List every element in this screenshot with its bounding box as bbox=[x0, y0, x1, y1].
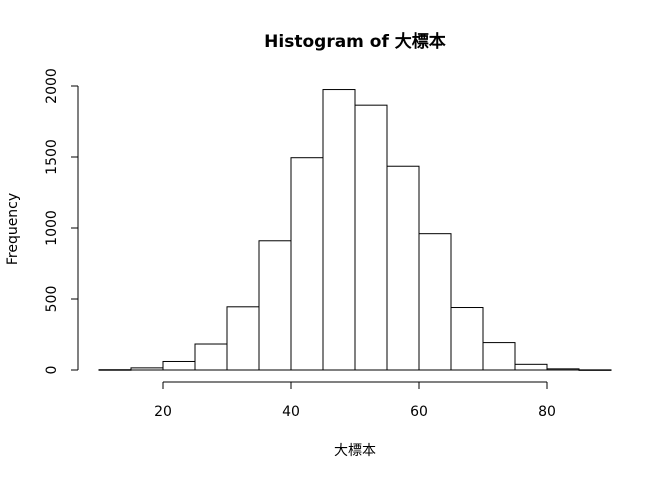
y-tick-label-1000: 1000 bbox=[44, 210, 60, 246]
y-axis: 0 500 1000 1500 2000 bbox=[44, 68, 79, 375]
x-axis: 20 40 60 80 bbox=[154, 381, 556, 420]
histogram-bar-12 bbox=[482, 342, 516, 371]
histogram-bar-7 bbox=[322, 89, 356, 371]
histogram-bar-9 bbox=[386, 165, 420, 371]
y-tick-label-1500: 1500 bbox=[44, 139, 60, 175]
histogram-bar-10 bbox=[418, 233, 452, 371]
y-axis-label: Frequency bbox=[5, 193, 21, 265]
histogram-bar-3 bbox=[194, 343, 228, 371]
bars-group bbox=[98, 89, 612, 371]
y-tick-label-500: 500 bbox=[44, 286, 60, 313]
x-tick-label-80: 80 bbox=[538, 404, 556, 420]
y-tick-label-2000: 2000 bbox=[44, 68, 60, 104]
histogram-bar-5 bbox=[258, 240, 292, 371]
histogram-bar-8 bbox=[354, 104, 388, 371]
x-axis-label: 大標本 bbox=[334, 443, 376, 459]
chart-title: Histogram of 大標本 bbox=[264, 31, 446, 52]
histogram-bar-2 bbox=[162, 360, 196, 371]
x-tick-label-40: 40 bbox=[282, 404, 300, 420]
y-tick-label-0: 0 bbox=[44, 366, 60, 375]
histogram-bar-11 bbox=[450, 307, 484, 371]
x-tick-label-20: 20 bbox=[154, 404, 172, 420]
histogram-bar-6 bbox=[290, 157, 324, 371]
x-tick-label-60: 60 bbox=[410, 404, 428, 420]
histogram-bar-4 bbox=[226, 306, 260, 371]
histogram-bar-13 bbox=[514, 363, 548, 371]
